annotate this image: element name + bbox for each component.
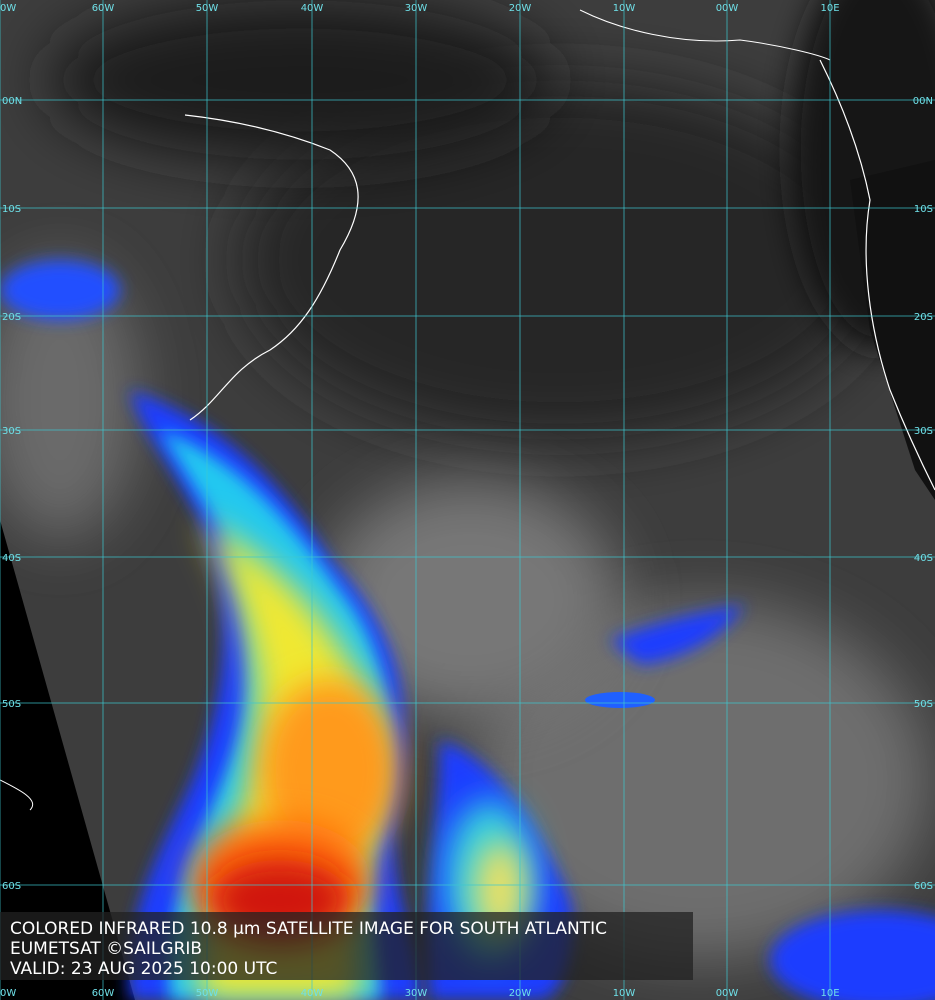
longitude-label: 20W [509, 988, 532, 999]
caption-valid: VALID: 23 AUG 2025 10:00 UTC [10, 959, 277, 979]
latitude-label: 00N [913, 96, 933, 107]
longitude-label: 00W [716, 988, 739, 999]
longitude-label: 50W [196, 3, 219, 14]
caption-title: COLORED INFRARED 10.8 µm SATELLITE IMAGE… [10, 919, 607, 939]
caption-credit: EUMETSAT ©SAILGRIB [10, 939, 202, 959]
longitude-label: 10E [820, 3, 839, 14]
longitude-label: 00W [716, 3, 739, 14]
latitude-label: 30S [914, 426, 933, 437]
latitude-label: 00N [2, 96, 22, 107]
latitude-label: 60S [2, 881, 21, 892]
longitude-label: 10W [613, 3, 636, 14]
longitude-label: 30W [405, 988, 428, 999]
latitude-label: 20S [914, 312, 933, 323]
latitude-label: 60S [914, 881, 933, 892]
latitude-label: 50S [914, 699, 933, 710]
latitude-label: 40S [914, 553, 933, 564]
latitude-label: 20S [2, 312, 21, 323]
longitude-label: 30W [405, 3, 428, 14]
longitude-label: 0W [0, 988, 16, 999]
latitude-label: 10S [914, 204, 933, 215]
latitude-label: 30S [2, 426, 21, 437]
latitude-label: 40S [2, 553, 21, 564]
latitude-label: 10S [2, 204, 21, 215]
longitude-label: 0W [0, 3, 16, 14]
longitude-label: 20W [509, 3, 532, 14]
longitude-label: 40W [301, 988, 324, 999]
longitude-label: 60W [92, 3, 115, 14]
longitude-label: 10E [820, 988, 839, 999]
longitude-label: 60W [92, 988, 115, 999]
longitude-label: 10W [613, 988, 636, 999]
longitude-label: 50W [196, 988, 219, 999]
latitude-label: 50S [2, 699, 21, 710]
caption-box [0, 912, 693, 980]
longitude-label: 40W [301, 3, 324, 14]
